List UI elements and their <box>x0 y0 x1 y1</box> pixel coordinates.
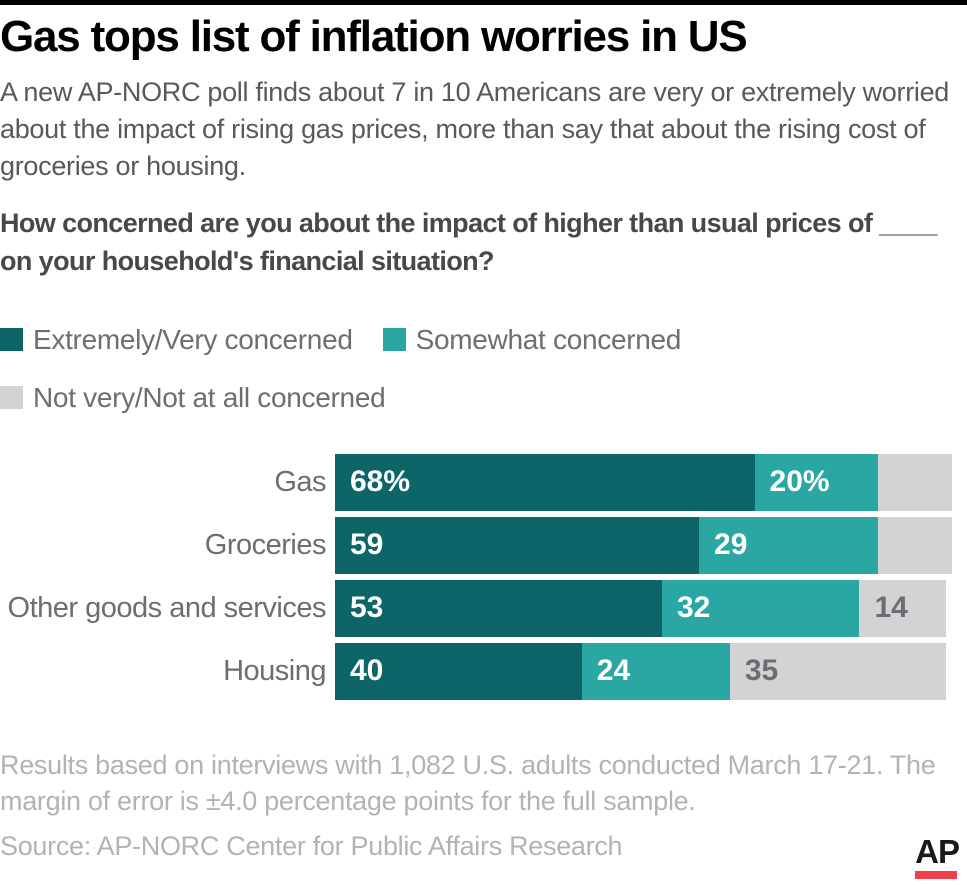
ap-logo-text: AP <box>915 833 960 870</box>
category-label: Groceries <box>204 528 327 561</box>
ap-logo-red-underline <box>915 871 958 879</box>
page-title: Gas tops list of inflation worries in US <box>0 12 748 61</box>
bar-segment-series-3 <box>877 453 952 511</box>
intro-paragraph: A new AP-NORC poll finds about 7 in 10 A… <box>0 77 950 181</box>
bar-segment-series-1: 53 <box>335 579 662 637</box>
bar-segment-series-2: 29 <box>699 516 878 574</box>
legend-swatch-gray <box>0 386 23 410</box>
top-black-bar <box>0 0 967 5</box>
legend-swatch-teal <box>382 328 406 352</box>
bar-value-label: 20% <box>769 465 830 499</box>
legend-item-somewhat: Somewhat concerned <box>382 323 682 356</box>
legend-swatch-dark-teal <box>0 328 23 352</box>
bar-segment-series-1: 40 <box>335 642 582 700</box>
category-label: Housing <box>223 654 326 687</box>
poll-question: How concerned are you about the impact o… <box>0 208 937 276</box>
legend-row-1: Extremely/Very concerned Somewhat concer… <box>0 324 967 356</box>
legend-item-extremely-very: Extremely/Very concerned <box>0 324 353 356</box>
ap-logo: AP <box>915 833 960 879</box>
legend-label: Not very/Not at all concerned <box>33 381 386 413</box>
chart-row: Gas 68% 20% <box>0 453 967 511</box>
bar-value-label: 68% <box>350 465 411 499</box>
bar-segment-series-3: 14 <box>859 579 946 637</box>
bar-value-label: 53 <box>350 591 384 625</box>
chart-row: Other goods and services 53 32 14 <box>0 579 967 637</box>
bar-segment-series-2: 20% <box>754 453 878 511</box>
bar-value-label: 35 <box>744 654 779 688</box>
source-line: Source: AP-NORC Center for Public Affair… <box>0 830 623 861</box>
legend: Extremely/Very concerned Somewhat concer… <box>0 324 967 414</box>
bar-chart: Gas 68% 20% Groceries 59 29 Other goods and se… <box>0 453 967 700</box>
bar-value-label: 32 <box>677 591 711 625</box>
legend-item-not-very: Not very/Not at all concerned <box>0 381 386 414</box>
legend-label: Extremely/Very concerned <box>33 323 353 355</box>
category-label: Gas <box>274 465 326 498</box>
legend-label: Somewhat concerned <box>415 323 682 355</box>
bar-segment-series-1: 68% <box>335 453 755 511</box>
chart-row: Groceries 59 29 <box>0 516 967 574</box>
methodology-note: Results based on interviews with 1,082 U… <box>0 749 936 817</box>
bar-segment-series-3 <box>877 516 952 574</box>
bar-segment-series-2: 32 <box>662 579 860 637</box>
bar-value-label: 24 <box>596 654 631 688</box>
bar-value-label: 59 <box>350 528 384 562</box>
bar-track: 59 29 <box>335 516 952 574</box>
bar-track: 68% 20% <box>335 453 952 511</box>
bar-track: 40 24 35 <box>335 642 952 700</box>
bar-track: 53 32 14 <box>335 579 952 637</box>
bar-value-label: 40 <box>350 654 384 688</box>
bar-segment-series-2: 24 <box>581 642 730 700</box>
bar-segment-series-3: 35 <box>729 642 946 700</box>
category-label: Other goods and services <box>7 591 327 624</box>
bar-value-label: 14 <box>874 591 908 625</box>
chart-row: Housing 40 24 35 <box>0 642 967 700</box>
bar-segment-series-1: 59 <box>335 516 700 574</box>
bar-value-label: 29 <box>714 528 748 562</box>
legend-row-2: Not very/Not at all concerned <box>0 382 967 414</box>
